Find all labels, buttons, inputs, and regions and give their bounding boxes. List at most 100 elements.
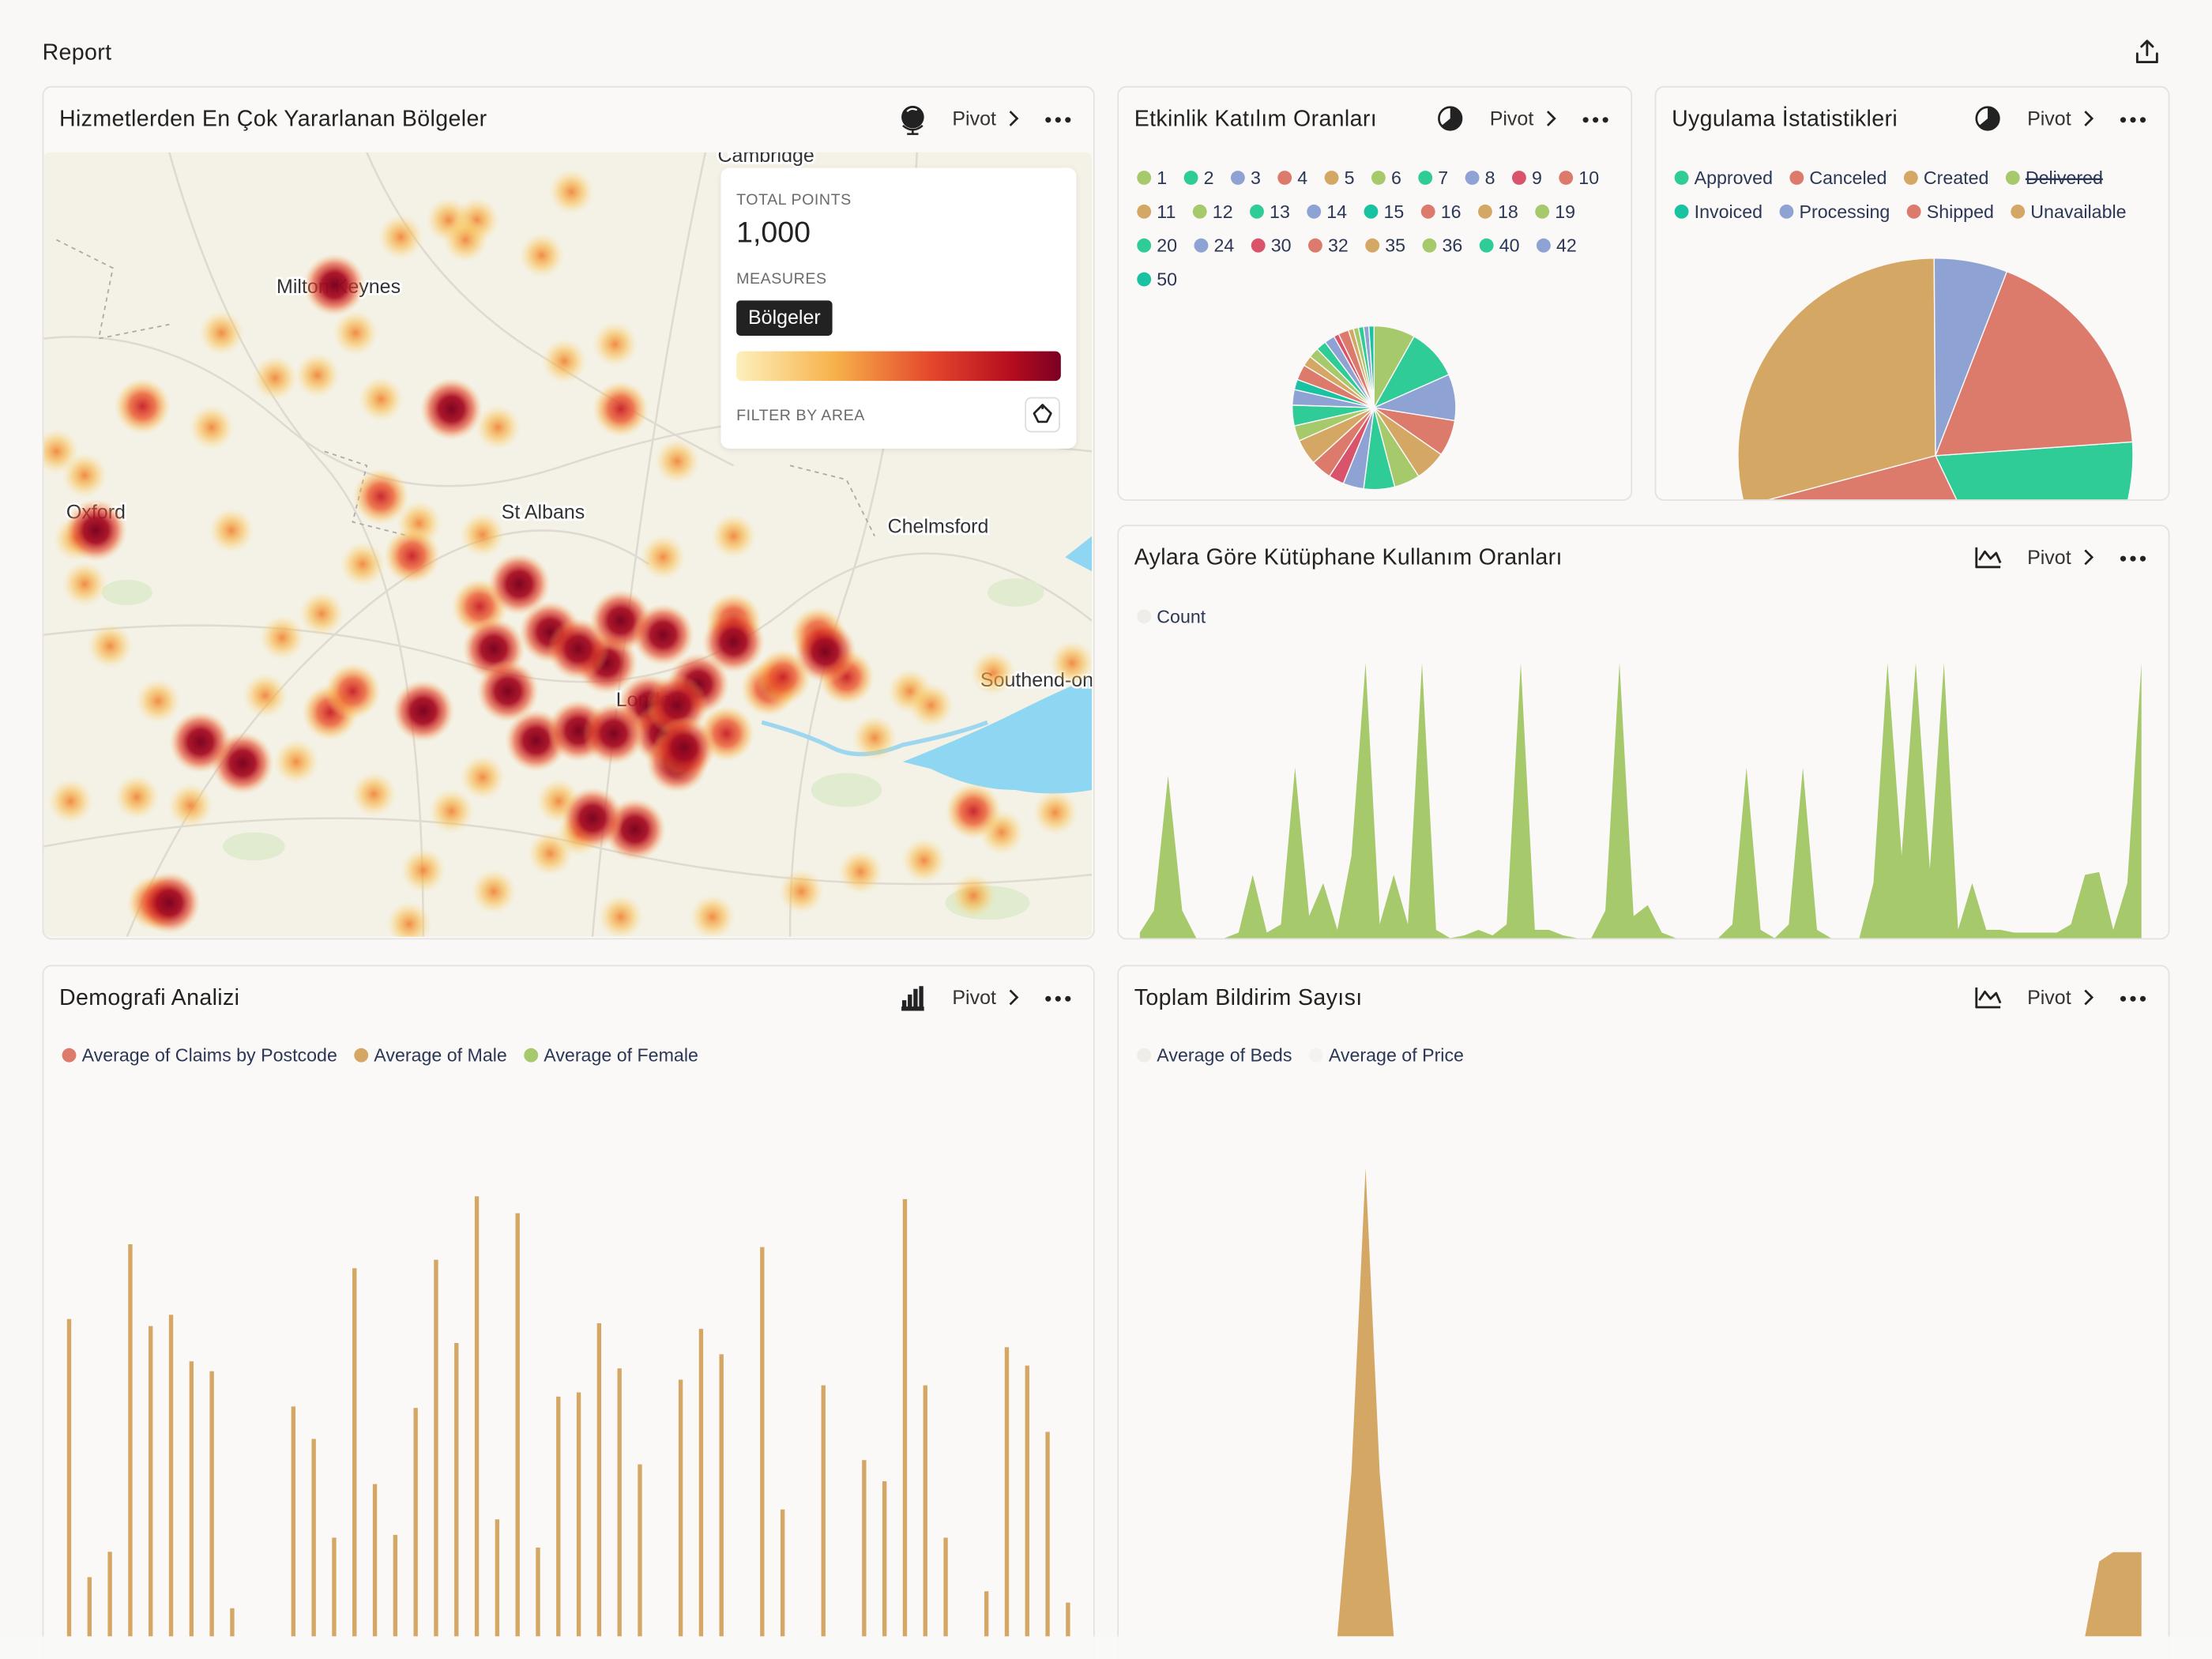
pivot-button[interactable]: Pivot — [952, 107, 996, 130]
measure-chip-label[interactable]: Bölgeler — [748, 307, 821, 329]
bar[interactable] — [780, 1509, 785, 1637]
bar[interactable] — [1004, 1347, 1010, 1637]
pivot-button[interactable]: Pivot — [2027, 987, 2071, 1009]
bar[interactable] — [434, 1259, 438, 1637]
bar[interactable] — [923, 1385, 927, 1637]
bar[interactable] — [311, 1439, 316, 1637]
legend-item[interactable]: 2 — [1183, 167, 1214, 188]
bar[interactable] — [189, 1361, 194, 1637]
pie-slice[interactable] — [1367, 325, 1375, 408]
legend-item[interactable]: 40 — [1479, 235, 1520, 256]
legend-item[interactable]: Canceled — [1789, 167, 1887, 188]
legend-item[interactable]: Approved — [1674, 167, 1773, 188]
filter-area-button[interactable] — [1025, 397, 1060, 433]
pie-slice[interactable] — [1744, 454, 2021, 653]
bar[interactable] — [984, 1591, 989, 1637]
legend-item[interactable]: 1 — [1137, 167, 1167, 188]
bar[interactable] — [332, 1537, 337, 1637]
legend-item[interactable]: 6 — [1371, 167, 1401, 188]
pivot-chevron[interactable] — [1009, 989, 1019, 1006]
legend-item[interactable]: 24 — [1194, 235, 1235, 256]
legend-item[interactable]: 42 — [1536, 235, 1577, 256]
legend-item[interactable]: 12 — [1192, 201, 1233, 222]
bar[interactable] — [760, 1247, 765, 1637]
bar[interactable] — [719, 1354, 724, 1637]
line-icon[interactable] — [1975, 988, 2002, 1009]
pivot-chevron[interactable] — [1546, 111, 1556, 126]
bar[interactable] — [1025, 1365, 1029, 1637]
bar[interactable] — [128, 1244, 133, 1637]
bar[interactable] — [149, 1326, 153, 1637]
bar[interactable] — [678, 1379, 683, 1637]
bar[interactable] — [1066, 1602, 1070, 1637]
legend-item[interactable]: Processing — [1779, 201, 1890, 222]
legend-item[interactable]: Shipped — [1906, 201, 1994, 222]
bar[interactable] — [698, 1329, 704, 1637]
legend-item[interactable]: 14 — [1307, 201, 1347, 222]
bar[interactable] — [617, 1368, 622, 1637]
legend-item[interactable]: Delivered — [2005, 167, 2103, 188]
pie-icon[interactable] — [1975, 106, 2000, 131]
legend-item[interactable]: Average of Claims by Postcode — [62, 1045, 337, 1066]
bar[interactable] — [454, 1343, 459, 1637]
legend-item[interactable]: 20 — [1137, 235, 1177, 256]
pie-slice[interactable] — [1934, 270, 2134, 457]
bar[interactable] — [66, 1319, 72, 1637]
legend-item[interactable]: Count — [1137, 606, 1206, 626]
bar[interactable] — [230, 1608, 235, 1637]
pivot-chevron[interactable] — [2084, 111, 2094, 126]
bar[interactable] — [87, 1577, 92, 1637]
legend-item[interactable]: Unavailable — [2011, 201, 2127, 222]
more-menu[interactable] — [2120, 117, 2146, 123]
more-menu[interactable] — [1582, 117, 1608, 123]
bar[interactable] — [291, 1406, 296, 1637]
bar[interactable] — [556, 1396, 561, 1637]
bar[interactable] — [474, 1196, 480, 1637]
legend-item[interactable]: 18 — [1478, 201, 1518, 222]
pivot-button[interactable]: Pivot — [952, 987, 996, 1009]
legend-item[interactable]: 11 — [1137, 201, 1176, 222]
legend-item[interactable]: 50 — [1137, 269, 1177, 289]
more-menu[interactable] — [2120, 995, 2146, 1002]
bar-icon[interactable] — [901, 986, 924, 1011]
legend-item[interactable]: 4 — [1277, 167, 1307, 188]
bar[interactable] — [107, 1552, 112, 1637]
bar[interactable] — [1045, 1431, 1050, 1637]
pivot-button[interactable]: Pivot — [1490, 107, 1534, 130]
globe-icon[interactable] — [901, 105, 924, 135]
bar[interactable] — [413, 1408, 418, 1637]
bar[interactable] — [943, 1537, 948, 1637]
pie-slice[interactable] — [1934, 441, 2134, 634]
legend-item[interactable]: Average of Price — [1308, 1045, 1464, 1066]
legend-item[interactable]: 32 — [1308, 235, 1349, 256]
more-menu[interactable] — [1045, 117, 1071, 123]
more-menu[interactable] — [1045, 995, 1071, 1002]
more-menu[interactable] — [2120, 555, 2146, 562]
pivot-chevron[interactable] — [2084, 989, 2094, 1006]
legend-item[interactable]: 15 — [1364, 201, 1405, 222]
legend-item[interactable]: 5 — [1324, 167, 1355, 188]
bar[interactable] — [372, 1484, 378, 1637]
export-button[interactable] — [2135, 40, 2158, 63]
legend-item[interactable]: 9 — [1511, 167, 1542, 188]
pivot-chevron[interactable] — [1009, 111, 1019, 126]
legend-item[interactable]: 19 — [1535, 201, 1575, 222]
bar[interactable] — [596, 1323, 602, 1637]
line-icon[interactable] — [1975, 547, 2002, 569]
legend-item[interactable]: 10 — [1559, 167, 1599, 188]
legend-item[interactable]: 13 — [1250, 201, 1290, 222]
bar[interactable] — [393, 1534, 398, 1637]
legend-item[interactable]: 35 — [1365, 235, 1405, 256]
bar[interactable] — [821, 1385, 826, 1637]
legend-item[interactable]: Created — [1903, 167, 1989, 188]
bar[interactable] — [515, 1213, 520, 1637]
bar[interactable] — [862, 1460, 867, 1637]
pie-icon[interactable] — [1438, 106, 1463, 131]
legend-item[interactable]: 16 — [1420, 201, 1462, 222]
bar[interactable] — [495, 1519, 500, 1637]
bar[interactable] — [638, 1464, 642, 1637]
legend-item[interactable]: Average of Beds — [1137, 1045, 1292, 1066]
bar[interactable] — [168, 1315, 174, 1637]
bar[interactable] — [352, 1268, 357, 1637]
legend-item[interactable]: Average of Male — [354, 1045, 507, 1066]
